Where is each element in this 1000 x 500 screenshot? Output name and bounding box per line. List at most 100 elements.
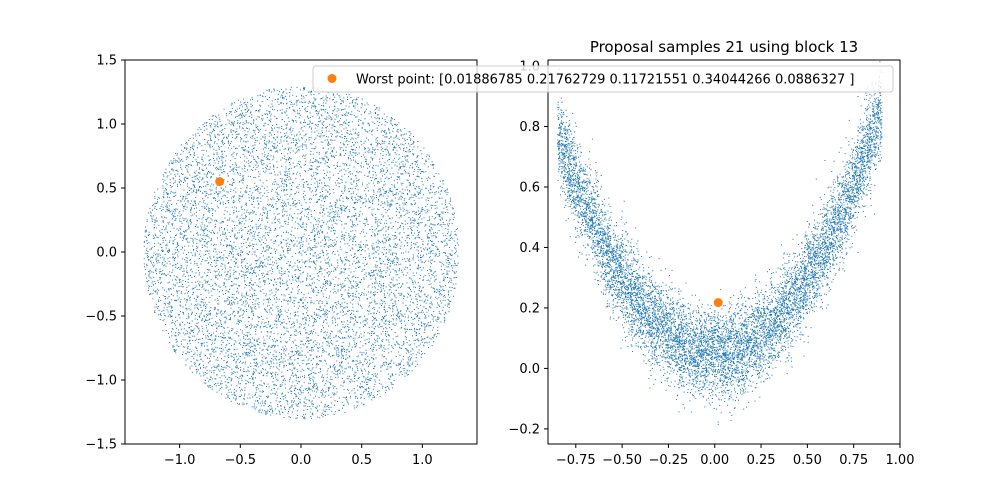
sample-point	[288, 265, 290, 267]
sample-point	[217, 278, 219, 280]
sample-point	[405, 203, 407, 205]
sample-point	[380, 383, 382, 385]
sample-point	[373, 194, 375, 196]
sample-point	[182, 339, 184, 341]
sample-point	[248, 342, 250, 344]
sample-point	[262, 402, 263, 404]
sample-point	[235, 396, 237, 398]
sample-point	[264, 325, 266, 327]
sample-point	[413, 140, 415, 142]
sample-point	[377, 114, 379, 116]
sample-point	[305, 317, 307, 319]
sample-point	[221, 141, 223, 143]
sample-point	[450, 199, 451, 201]
sample-point	[246, 128, 248, 129]
sample-point	[329, 280, 331, 282]
sample-point	[351, 285, 353, 287]
sample-point	[289, 337, 291, 338]
sample-point	[194, 181, 195, 183]
sample-point	[341, 134, 343, 135]
sample-point	[210, 164, 212, 166]
sample-point	[310, 416, 312, 417]
sample-point	[185, 156, 187, 158]
sample-point	[179, 324, 181, 326]
sample-point	[273, 145, 275, 147]
sample-point	[259, 237, 261, 239]
sample-point	[303, 323, 305, 325]
sample-point	[264, 207, 266, 209]
sample-point	[193, 171, 195, 173]
sample-point	[350, 318, 352, 320]
sample-point	[413, 323, 415, 325]
sample-point	[389, 289, 391, 291]
sample-point	[215, 307, 216, 309]
sample-point	[376, 130, 378, 131]
sample-point	[322, 135, 324, 137]
sample-point	[307, 337, 309, 339]
sample-point	[175, 251, 177, 253]
sample-point	[210, 139, 211, 141]
sample-point	[361, 279, 362, 281]
sample-point	[180, 221, 182, 223]
sample-point	[431, 161, 433, 163]
sample-point	[384, 148, 386, 150]
sample-point	[292, 203, 294, 205]
sample-point	[311, 350, 313, 352]
sample-point	[250, 123, 252, 125]
sample-point	[249, 339, 251, 341]
sample-point	[200, 255, 202, 257]
sample-point	[344, 307, 346, 309]
sample-point	[418, 197, 420, 199]
sample-point	[423, 306, 425, 308]
sample-point	[269, 282, 271, 284]
sample-point	[415, 339, 416, 341]
sample-point	[271, 412, 273, 414]
sample-point	[340, 103, 341, 105]
sample-point	[289, 321, 291, 322]
sample-point	[353, 159, 354, 161]
sample-point	[409, 151, 411, 153]
sample-point	[366, 363, 368, 364]
sample-point	[370, 378, 372, 379]
sample-point	[206, 208, 207, 210]
sample-point	[325, 351, 327, 353]
sample-point	[224, 381, 226, 383]
sample-point	[253, 251, 255, 253]
sample-point	[415, 293, 417, 295]
sample-point	[160, 300, 162, 301]
sample-point	[289, 417, 291, 419]
sample-point	[324, 259, 326, 261]
sample-point	[396, 236, 398, 238]
sample-point	[334, 302, 336, 304]
sample-point	[226, 246, 228, 248]
sample-point	[187, 281, 189, 283]
sample-point	[332, 94, 334, 96]
sample-point	[235, 137, 237, 139]
sample-point	[307, 249, 309, 251]
sample-point	[276, 362, 278, 364]
sample-point	[442, 212, 444, 214]
sample-point	[305, 329, 307, 331]
sample-point	[284, 295, 286, 297]
sample-point	[370, 180, 372, 181]
sample-point	[295, 203, 297, 204]
sample-point	[172, 346, 174, 348]
sample-point	[187, 185, 189, 187]
sample-point	[452, 213, 453, 215]
sample-point	[385, 389, 387, 391]
sample-point	[224, 165, 226, 167]
sample-point	[438, 250, 440, 252]
sample-point	[356, 184, 358, 186]
sample-point	[279, 258, 280, 260]
sample-point	[201, 319, 203, 321]
sample-point	[416, 155, 418, 157]
sample-point	[278, 317, 280, 318]
sample-point	[203, 186, 205, 188]
sample-point	[190, 252, 192, 254]
sample-point	[275, 306, 277, 308]
sample-point	[376, 144, 378, 146]
sample-point	[250, 327, 252, 329]
sample-point	[394, 124, 396, 125]
sample-point	[218, 147, 220, 149]
sample-point	[335, 207, 336, 208]
